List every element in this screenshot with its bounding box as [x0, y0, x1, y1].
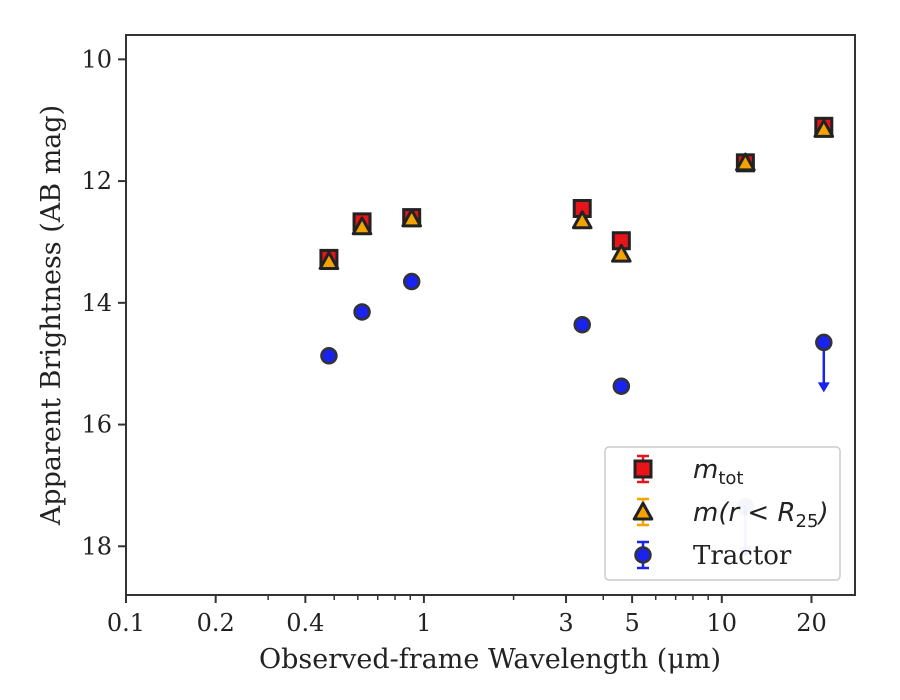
legend-label-2: Tractor [693, 541, 792, 571]
y-tick-label-3: 16 [81, 411, 112, 439]
x-tick-label-6: 10 [707, 609, 738, 637]
x-tick-label-0: 0.1 [107, 609, 145, 637]
point-mr25-0 [318, 251, 340, 270]
y-tick-label-2: 14 [81, 289, 112, 317]
legend-marker-1 [632, 501, 654, 521]
x-tick-label-7: 20 [796, 609, 827, 637]
data-marks [318, 116, 835, 557]
legend-marker-2 [634, 546, 652, 564]
x-tick-label-2: 0.4 [286, 609, 324, 637]
x-tick-label-4: 3 [558, 609, 573, 637]
point-tractor-0 [320, 347, 338, 365]
x-tick-label-1: 0.2 [197, 609, 235, 637]
legend-box [604, 446, 841, 581]
point-tractor-3 [573, 315, 591, 334]
x-tick-label-5: 5 [624, 609, 639, 637]
point-tractor-6 [815, 333, 833, 352]
series-mr25 [318, 119, 835, 270]
point-tractor-2 [402, 272, 421, 291]
point-mr25-3 [571, 210, 593, 230]
upper-limit-arrowhead-tractor-6 [817, 382, 830, 393]
y-axis-label: Apparent Brightness (AB mag) [36, 105, 67, 526]
y-tick-label-0: 10 [81, 45, 112, 73]
point-mr25-2 [401, 208, 422, 228]
point-mr25-1 [351, 216, 373, 236]
legend-marker-0 [633, 459, 653, 479]
plot-frame [125, 34, 856, 596]
x-axis-label: Observed-frame Wavelength (μm) [259, 644, 721, 675]
point-tractor-4 [612, 377, 631, 395]
point-tractor-1 [353, 303, 371, 321]
axis-ticks: 0.1 0.2 0.4 1 3 5 10 20 10 12 14 16 18 [81, 45, 826, 637]
point-mr25-4 [611, 243, 632, 263]
point-mr25-5 [735, 152, 756, 172]
y-tick-label-1: 12 [81, 167, 112, 195]
y-tick-label-4: 18 [81, 532, 112, 560]
x-tick-label-3: 1 [416, 609, 431, 637]
point-mr25-6 [813, 119, 835, 138]
